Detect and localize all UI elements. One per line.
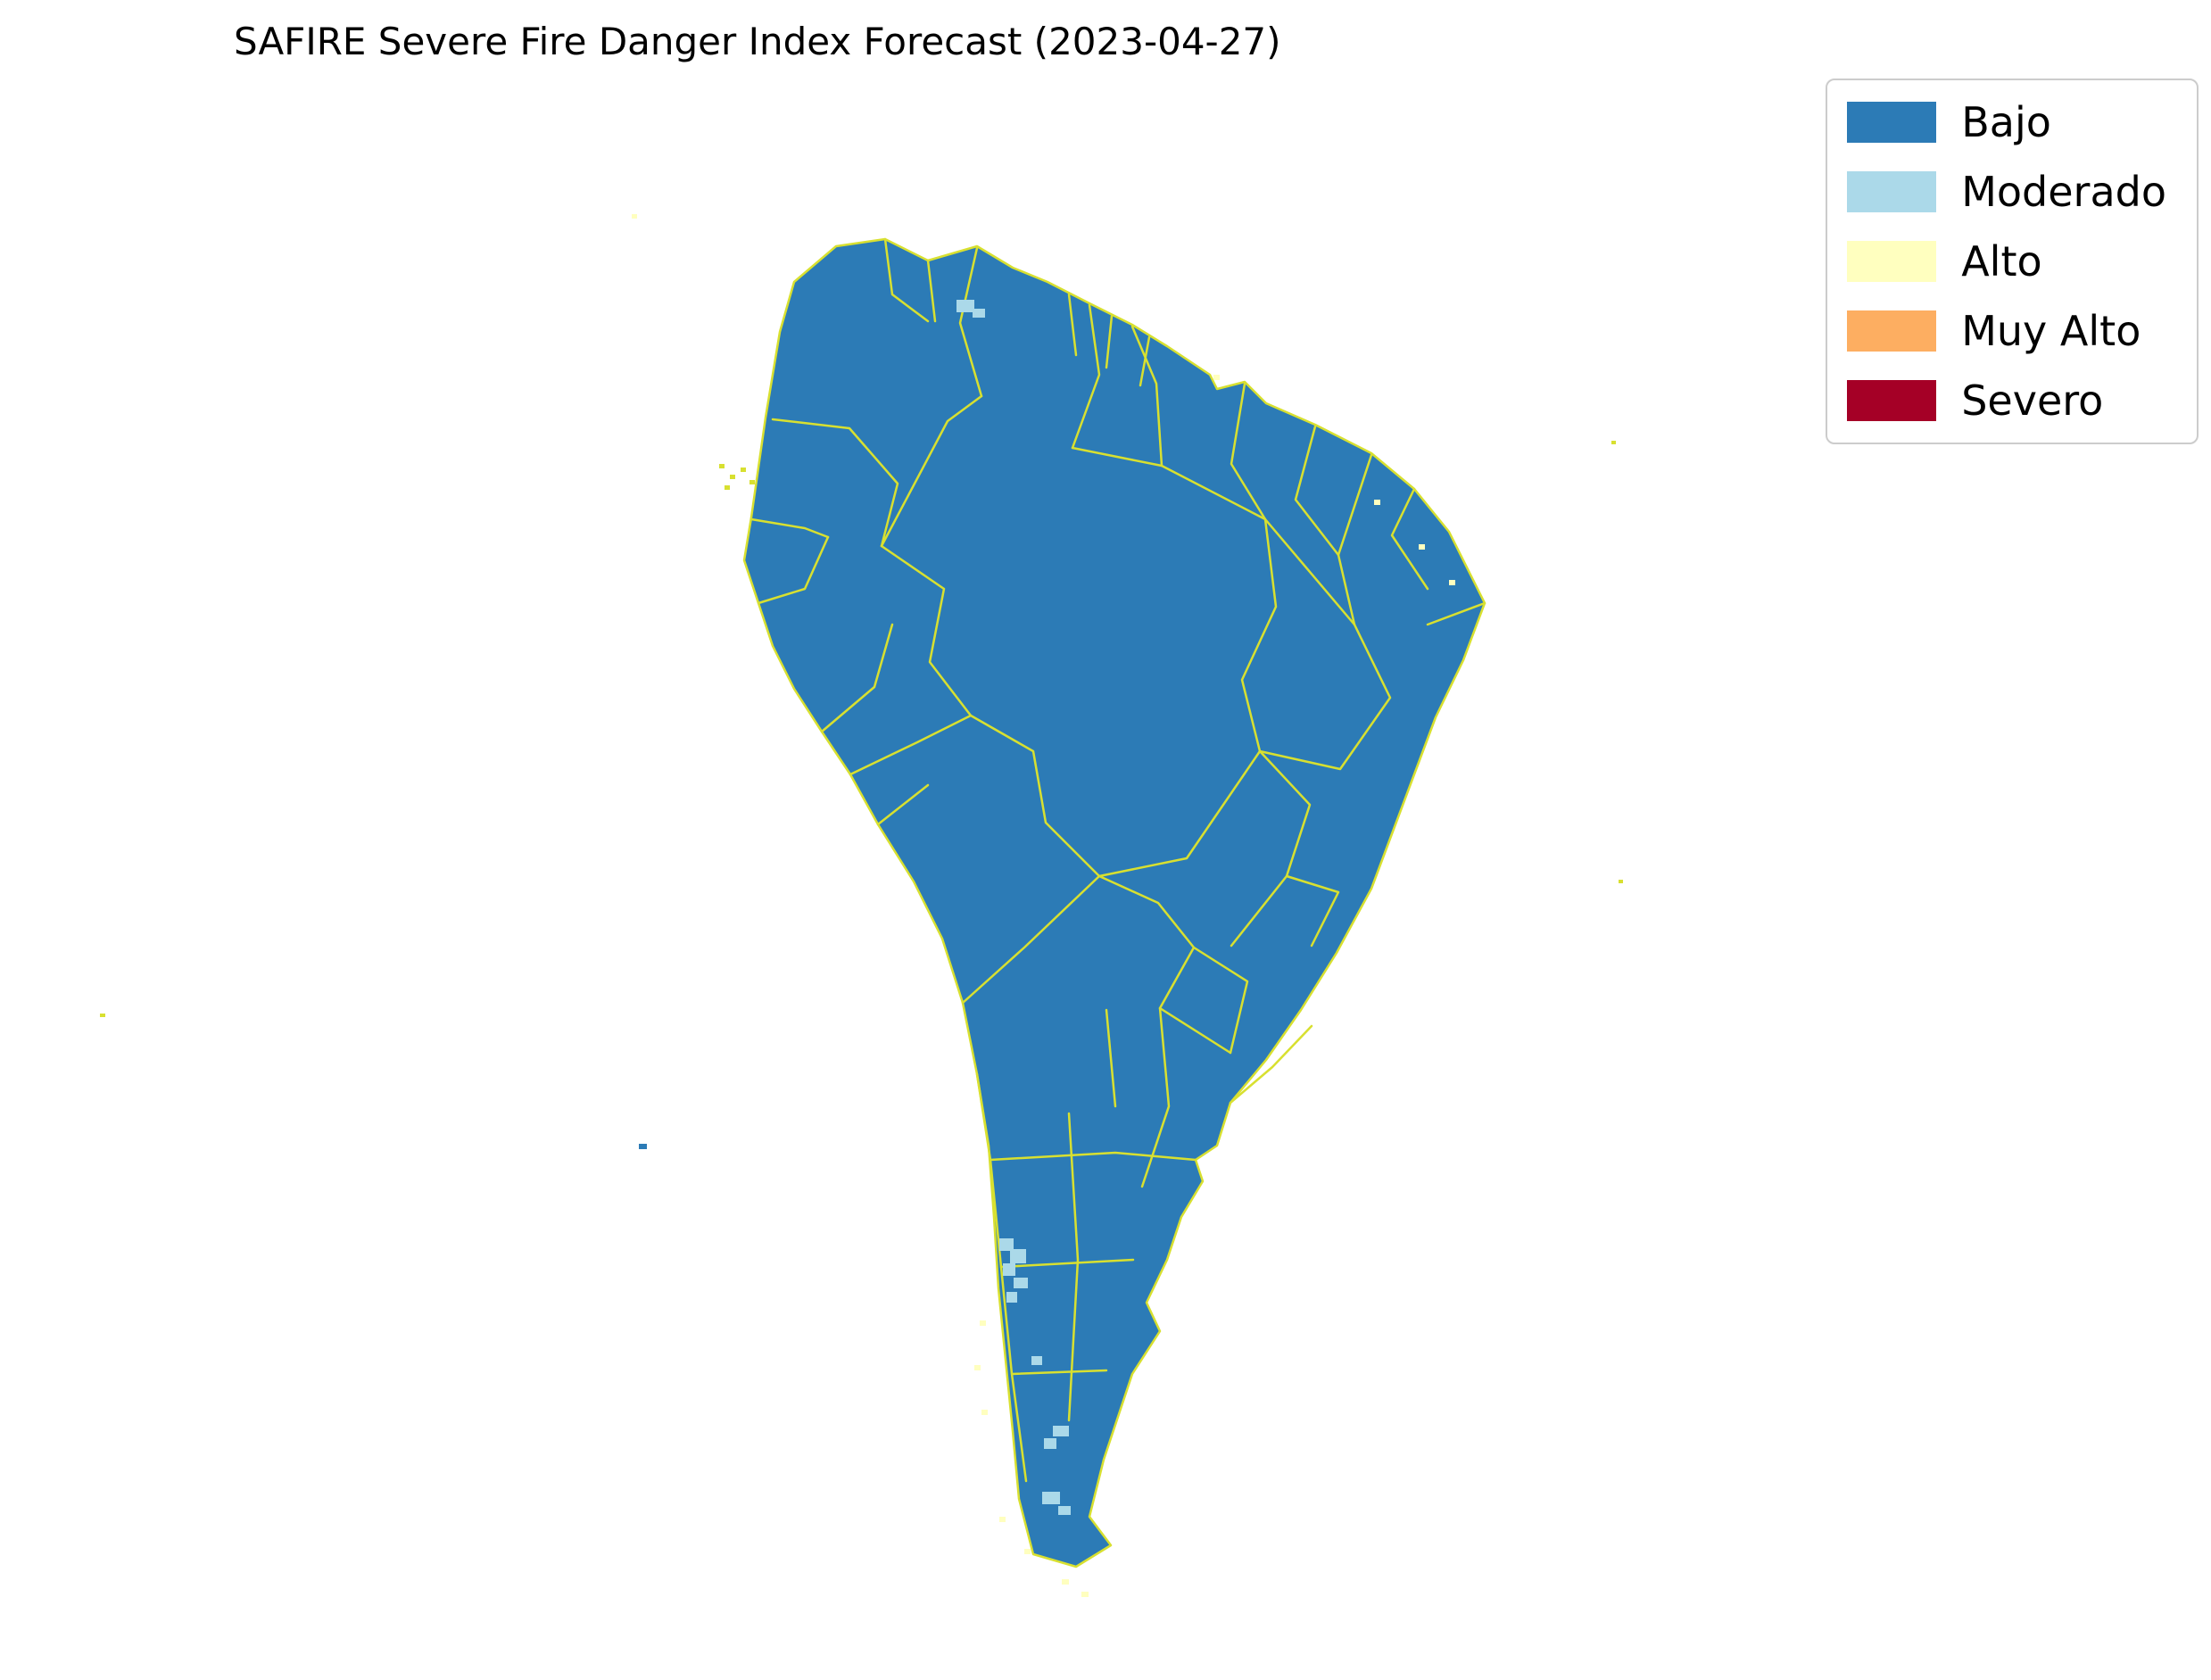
island-specks bbox=[100, 441, 1623, 1149]
legend-label-alto: Alto bbox=[1961, 237, 2042, 286]
legend-swatch-moderado bbox=[1847, 171, 1937, 212]
legend: Bajo Moderado Alto Muy Alto Severo bbox=[1826, 79, 2199, 444]
legend-label-muy-alto: Muy Alto bbox=[1961, 307, 2141, 355]
legend-label-bajo: Bajo bbox=[1961, 98, 2051, 146]
admin-borders bbox=[749, 237, 1486, 1483]
continent-group bbox=[742, 237, 1486, 1568]
moderado-patches bbox=[956, 300, 1071, 1515]
map-title: SAFIRE Severe Fire Danger Index Forecast… bbox=[234, 20, 1281, 63]
legend-item-moderado: Moderado bbox=[1847, 171, 2166, 212]
legend-swatch-alto bbox=[1847, 241, 1937, 282]
legend-swatch-severo bbox=[1847, 380, 1937, 421]
continent-shape bbox=[742, 237, 1486, 1568]
legend-swatch-muy-alto bbox=[1847, 310, 1937, 352]
legend-item-muy-alto: Muy Alto bbox=[1847, 310, 2166, 352]
alto-specks bbox=[632, 214, 1455, 1597]
legend-label-moderado: Moderado bbox=[1961, 168, 2166, 216]
legend-item-bajo: Bajo bbox=[1847, 102, 2166, 143]
legend-swatch-bajo bbox=[1847, 102, 1937, 143]
legend-item-severo: Severo bbox=[1847, 380, 2166, 421]
legend-label-severo: Severo bbox=[1961, 377, 2104, 425]
legend-item-alto: Alto bbox=[1847, 241, 2166, 282]
